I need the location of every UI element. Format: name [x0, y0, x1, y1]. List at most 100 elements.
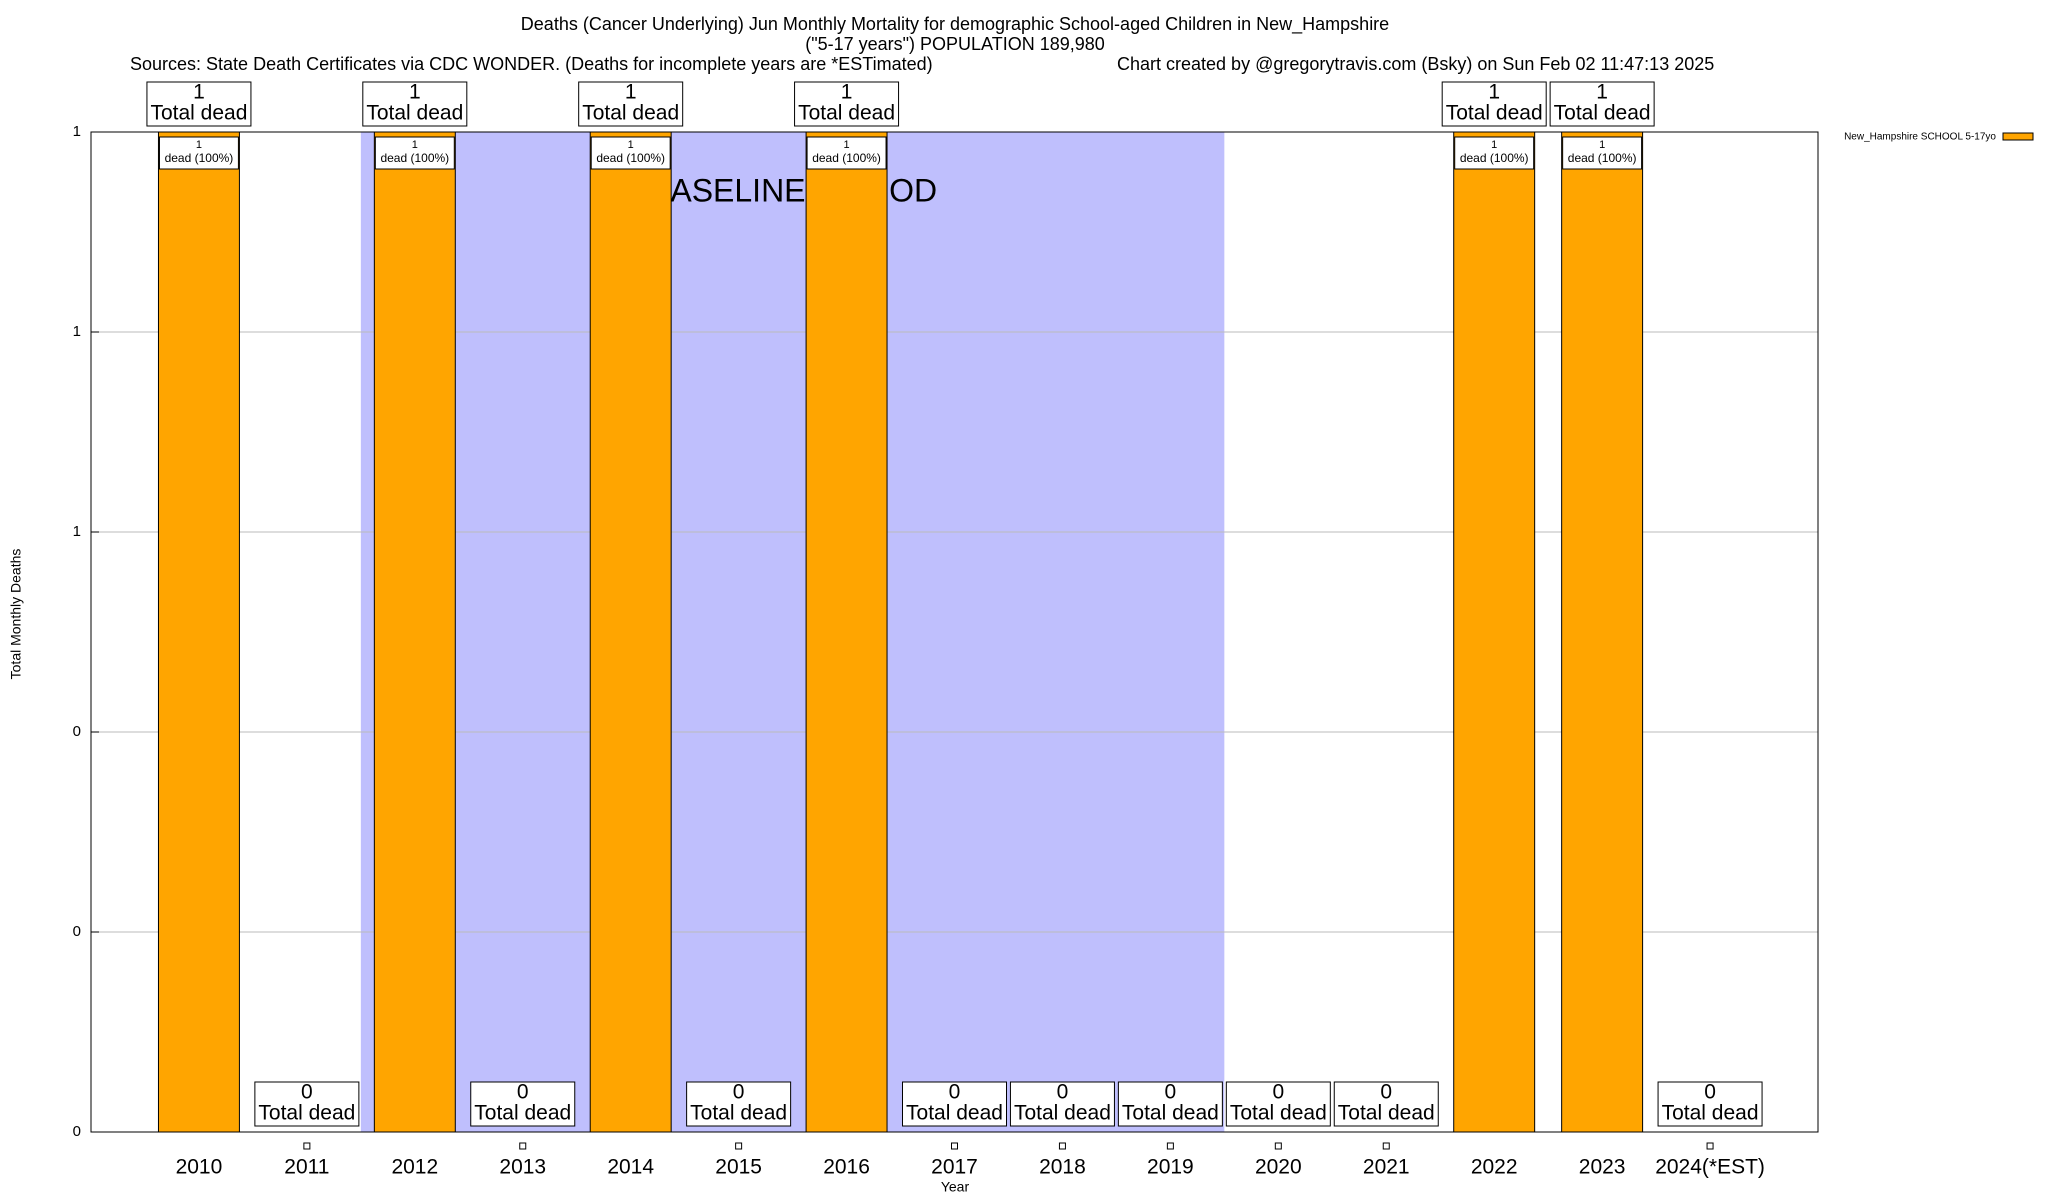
total-label: Total dead [366, 102, 463, 125]
x-tick-label: 2023 [1579, 1156, 1626, 1179]
bar [1453, 131, 1536, 1133]
zero-marker [303, 1142, 311, 1150]
total-label: Total dead [1122, 1102, 1219, 1125]
total-box [362, 81, 468, 127]
share-box [806, 136, 887, 170]
legend-label: New_Hampshire SCHOOL 5-17yo [1844, 132, 1996, 143]
zero-marker [735, 1142, 743, 1150]
total-box [1549, 81, 1655, 127]
baseline-region [360, 132, 1225, 1132]
total-value: 0 [1165, 1081, 1177, 1104]
y-tick-label: 0 [73, 1123, 81, 1140]
total-value: 0 [733, 1081, 745, 1104]
y-tick-label: 0 [73, 923, 81, 940]
zero-marker [951, 1142, 958, 1150]
x-tick-label: 2015 [715, 1156, 762, 1179]
x-tick-label: 2022 [1471, 1156, 1518, 1179]
share-label: dead (100%) [165, 151, 234, 165]
total-value: 1 [1488, 81, 1500, 104]
x-tick-label: 2010 [176, 1156, 223, 1179]
total-box [1009, 1081, 1115, 1127]
share-value: 1 [1491, 139, 1497, 151]
total-label: Total dead [1338, 1102, 1435, 1125]
chart-title: Deaths (Cancer Underlying) Jun Monthly M… [521, 14, 1389, 35]
total-value: 0 [1057, 1081, 1069, 1104]
total-value: 1 [625, 81, 637, 104]
total-label: Total dead [1554, 102, 1651, 125]
total-box [1117, 1081, 1223, 1127]
y-tick-label: 1 [73, 123, 81, 140]
source-note: Sources: State Death Certificates via CD… [130, 54, 933, 74]
share-box [1562, 136, 1643, 170]
zero-marker [1058, 1142, 1066, 1150]
bar [589, 131, 672, 1133]
total-value: 0 [949, 1081, 961, 1104]
total-box [254, 1081, 360, 1127]
x-tick-label: 2021 [1363, 1156, 1410, 1179]
x-tick-label: 2017 [931, 1156, 978, 1179]
total-label: Total dead [582, 102, 679, 125]
total-label: Total dead [474, 1102, 571, 1125]
share-value: 1 [196, 139, 202, 151]
x-tick-label: 2018 [1039, 1156, 1086, 1179]
x-tick-label: 2020 [1255, 1156, 1302, 1179]
total-label: Total dead [798, 102, 895, 125]
total-box [1441, 81, 1547, 127]
total-value: 0 [1272, 1081, 1284, 1104]
y-tick-label: 1 [73, 523, 81, 540]
share-label: dead (100%) [1568, 151, 1637, 165]
total-label: Total dead [906, 1102, 1003, 1125]
total-label: Total dead [690, 1102, 787, 1125]
total-label: Total dead [1446, 102, 1543, 125]
total-value: 0 [517, 1081, 529, 1104]
share-box [590, 136, 671, 170]
total-value: 1 [409, 81, 421, 104]
zero-marker [519, 1142, 527, 1150]
share-value: 1 [412, 139, 418, 151]
y-tick-label: 0 [73, 723, 81, 740]
total-box [146, 81, 252, 127]
total-label: Total dead [1014, 1102, 1111, 1125]
y-axis-label: Total Monthly Deaths [8, 549, 24, 680]
total-box [470, 1081, 576, 1127]
x-tick-label: 2013 [499, 1156, 546, 1179]
total-box [794, 81, 900, 127]
zero-marker [1166, 1142, 1174, 1150]
total-label: Total dead [150, 102, 247, 125]
total-box [686, 1081, 792, 1127]
total-label: Total dead [258, 1102, 355, 1125]
x-axis-label: Year [941, 1179, 970, 1195]
bar [1561, 131, 1644, 1133]
total-value: 0 [301, 1081, 313, 1104]
share-label: dead (100%) [812, 151, 881, 165]
total-box [1657, 1081, 1763, 1127]
baseline-label: BASELINE PERIOD [649, 172, 937, 208]
total-value: 1 [193, 81, 205, 104]
total-box [578, 81, 684, 127]
share-value: 1 [1599, 139, 1605, 151]
x-tick-label: 2014 [607, 1156, 654, 1179]
plot-frame [90, 131, 1819, 1133]
x-tick-label: 2012 [391, 1156, 438, 1179]
share-box [374, 136, 455, 170]
bar [157, 131, 240, 1133]
total-label: Total dead [1230, 1102, 1327, 1125]
chart-subtitle: ("5-17 years") POPULATION 189,980 [805, 34, 1105, 54]
legend-swatch [2002, 132, 2034, 141]
total-value: 1 [841, 81, 853, 104]
zero-marker [1382, 1142, 1390, 1150]
share-value: 1 [628, 139, 634, 151]
x-tick-label: 2011 [284, 1156, 329, 1179]
total-label: Total dead [1662, 1102, 1759, 1125]
total-value: 0 [1380, 1081, 1392, 1104]
share-label: dead (100%) [596, 151, 665, 165]
zero-marker [1274, 1142, 1282, 1150]
x-tick-label: 2024(*EST) [1655, 1156, 1765, 1179]
zero-marker [1706, 1142, 1714, 1150]
y-tick-label: 1 [73, 323, 81, 340]
credit-note: Chart created by @gregorytravis.com (Bsk… [1117, 54, 1714, 74]
bar [373, 131, 456, 1133]
share-label: dead (100%) [1460, 151, 1529, 165]
